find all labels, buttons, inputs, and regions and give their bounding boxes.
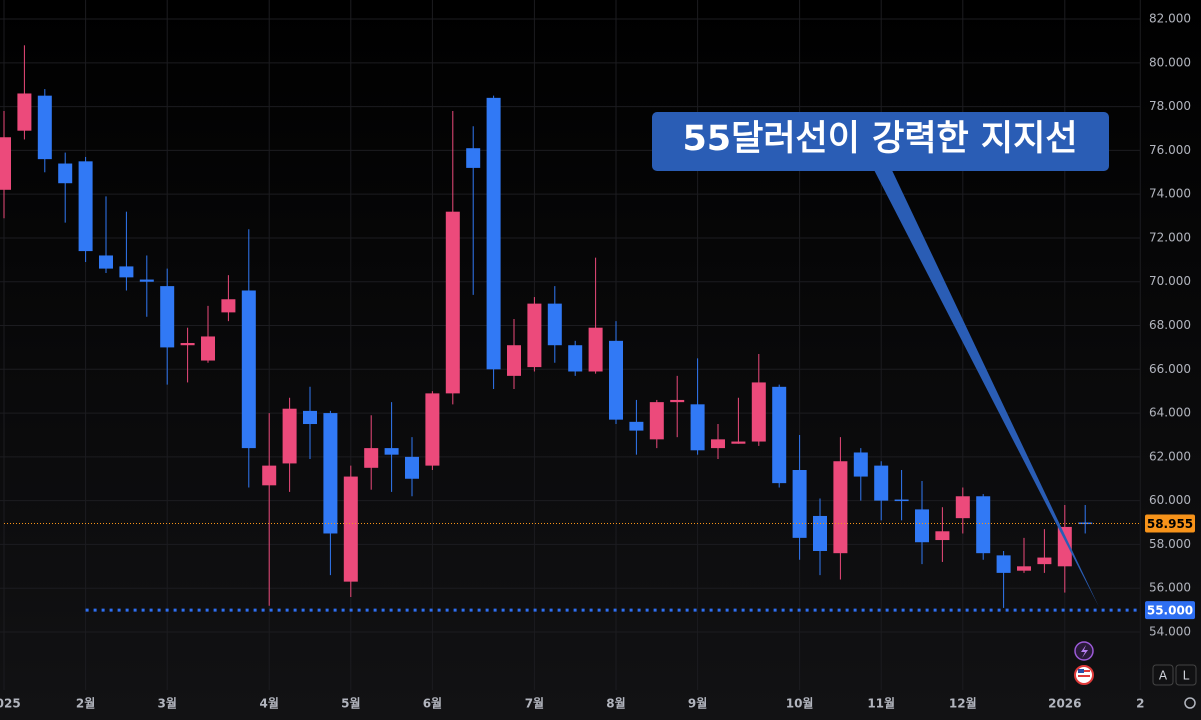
callout-pointer — [872, 166, 1099, 607]
auto-button[interactable] — [1152, 664, 1174, 686]
log-button[interactable] — [1175, 664, 1197, 686]
candle-body — [1017, 566, 1031, 571]
y-tick-label: 56.000 — [1149, 581, 1191, 595]
settings-icon[interactable] — [1184, 697, 1196, 709]
y-tick-label: 54.000 — [1149, 624, 1191, 638]
x-tick-label: 3월 — [158, 696, 177, 711]
y-tick-label: 60.000 — [1149, 493, 1191, 507]
auto-label: A — [1159, 669, 1168, 683]
candle-body — [813, 515, 827, 551]
flag-stripe — [1078, 675, 1090, 677]
callout-box — [652, 112, 1109, 171]
candle-body — [1057, 526, 1072, 567]
candle-body — [262, 465, 277, 486]
candle-body — [527, 303, 542, 368]
candle-body — [160, 286, 175, 348]
y-tick-label: 82.000 — [1149, 12, 1191, 26]
candle-body — [609, 340, 623, 420]
candle-body — [996, 555, 1011, 573]
candle-body — [37, 95, 52, 160]
x-tick-label: 2월 — [76, 696, 95, 711]
candle-body — [547, 303, 562, 346]
candle-body — [201, 336, 215, 361]
y-tick-label: 70.000 — [1149, 274, 1191, 288]
x-tick-label: 9월 — [688, 696, 707, 711]
candle-body — [405, 456, 419, 479]
x-tick-label: 11월 — [867, 696, 895, 711]
candle-body — [792, 469, 807, 538]
price-label: 58.955 — [1147, 517, 1193, 531]
candle-body — [58, 163, 73, 184]
candle-body — [180, 343, 195, 346]
candle-body — [1037, 557, 1052, 565]
candle-body — [241, 290, 256, 449]
candle-body — [139, 279, 154, 282]
candle-body — [935, 531, 950, 541]
candle-body — [17, 93, 32, 131]
candle-body — [833, 461, 848, 554]
candle-body — [364, 448, 379, 468]
lightning-glyph — [1081, 645, 1088, 658]
candle-body — [568, 345, 583, 372]
x-tick-label: 2 — [1136, 697, 1144, 711]
candle-body — [466, 148, 481, 168]
candle-body — [0, 137, 11, 190]
x-tick-label: 6월 — [423, 696, 442, 711]
price-label-box — [1145, 601, 1195, 620]
candle-body — [690, 404, 705, 451]
x-tick-label: 2026 — [1048, 697, 1081, 711]
x-tick-label: 2025 — [0, 697, 21, 711]
y-tick-label: 58.000 — [1149, 537, 1191, 551]
candle-body — [323, 413, 338, 534]
candle-body — [343, 476, 358, 582]
price-label-box — [1145, 514, 1195, 533]
y-tick-label: 76.000 — [1149, 143, 1191, 157]
candle-body — [119, 266, 134, 278]
candle-body — [629, 421, 644, 431]
candle-body — [221, 299, 236, 313]
price-label: 55.000 — [1147, 604, 1193, 618]
candle-body — [853, 452, 868, 477]
y-tick-label: 68.000 — [1149, 318, 1191, 332]
x-tick-label: 10월 — [786, 696, 814, 711]
candle-body — [670, 399, 685, 403]
candle-body — [282, 408, 297, 464]
y-tick-label: 78.000 — [1149, 99, 1191, 113]
candle-body — [894, 499, 909, 502]
candle-body — [711, 439, 725, 449]
candle-body — [976, 496, 991, 554]
candle-body — [772, 386, 787, 484]
candle-body — [99, 255, 113, 269]
candle-body — [915, 509, 929, 543]
candle-body — [751, 382, 766, 442]
candle-body — [425, 393, 440, 466]
candle-body — [588, 327, 603, 372]
candle-body — [731, 441, 746, 444]
flag-canton — [1078, 669, 1084, 673]
candle-body — [507, 345, 521, 376]
y-tick-label: 80.000 — [1149, 55, 1191, 69]
x-tick-label: 5월 — [341, 696, 360, 711]
x-tick-label: 12월 — [949, 696, 977, 711]
candle-body — [303, 410, 317, 425]
y-tick-label: 64.000 — [1149, 406, 1191, 420]
y-tick-label: 66.000 — [1149, 362, 1191, 376]
candle-body — [649, 402, 664, 440]
x-tick-label: 4월 — [260, 696, 279, 711]
y-tick-label: 74.000 — [1149, 187, 1191, 201]
log-label: L — [1183, 669, 1190, 683]
callout-text: 55달러선이 강력한 지지선 — [682, 119, 1077, 159]
candle-body — [874, 465, 889, 501]
candle-body — [486, 97, 501, 370]
candle-body — [445, 211, 460, 394]
candle-body — [1078, 522, 1093, 525]
y-tick-label: 72.000 — [1149, 230, 1191, 244]
x-tick-label: 8월 — [606, 696, 625, 711]
candle-body — [384, 448, 399, 455]
candle-body — [955, 496, 970, 519]
candle-body — [78, 161, 93, 252]
x-tick-label: 7월 — [525, 696, 544, 711]
y-tick-label: 62.000 — [1149, 449, 1191, 463]
